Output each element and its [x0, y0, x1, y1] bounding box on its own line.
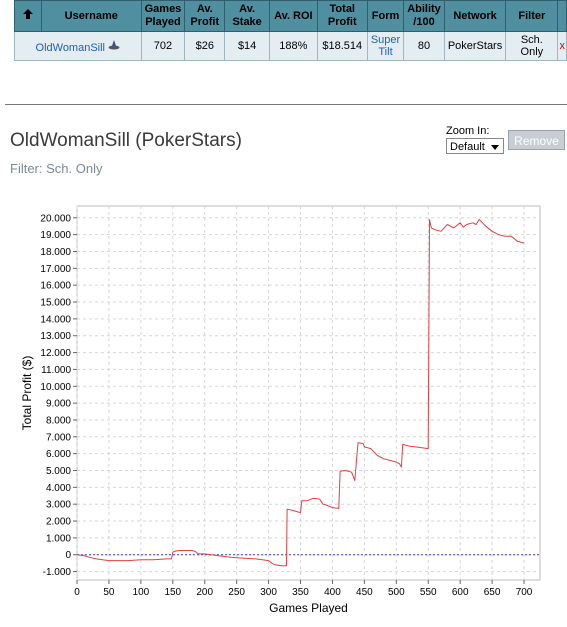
header-form[interactable]: Form — [366, 0, 405, 32]
cell-games-played: 702 — [140, 31, 186, 61]
x-tick-label: 650 — [484, 587, 501, 598]
table-row: OldWomanSill 702 $26 $14 188% $18.514 Su… — [14, 31, 567, 61]
x-tick-label: 0 — [74, 587, 80, 598]
x-tick-label: 150 — [164, 587, 181, 598]
poker-hat-icon — [108, 39, 120, 49]
cell-remove: x — [557, 31, 567, 61]
header-ability[interactable]: Ability /100 — [403, 0, 445, 32]
chevron-down-icon — [491, 145, 499, 150]
y-tick-label: 16.000 — [40, 281, 71, 292]
cell-av-stake: $14 — [224, 31, 271, 61]
header-filter[interactable]: Filter — [505, 0, 559, 32]
y-tick-label: 6.000 — [46, 449, 71, 460]
cell-filter: Sch. Only — [505, 31, 559, 61]
x-tick-label: 200 — [196, 587, 213, 598]
y-tick-label: 20.000 — [40, 213, 71, 224]
x-tick-label: 350 — [292, 587, 309, 598]
y-tick-label: 18.000 — [40, 247, 71, 258]
y-tick-label: 0 — [65, 550, 71, 561]
y-tick-label: 15.000 — [40, 298, 71, 309]
stats-header-row: Username Games Played Av. Profit Av. Sta… — [14, 0, 567, 32]
x-tick-label: 700 — [516, 587, 533, 598]
header-av-profit[interactable]: Av. Profit — [184, 0, 226, 32]
zoom-label: Zoom In: — [446, 125, 490, 137]
zoom-select-value: Default — [450, 141, 485, 153]
cell-av-profit: $26 — [184, 31, 226, 61]
y-tick-label: 12.000 — [40, 348, 71, 359]
remove-row-icon[interactable]: x — [559, 40, 565, 52]
y-axis-label: Total Profit ($) — [20, 356, 34, 431]
x-tick-label: 500 — [388, 587, 405, 598]
y-tick-label: 2.000 — [46, 517, 71, 528]
plot-area — [76, 205, 541, 581]
x-tick-label: 550 — [420, 587, 437, 598]
section-divider — [5, 104, 567, 105]
y-tick-label: 8.000 — [46, 415, 71, 426]
x-tick-label: 300 — [260, 587, 277, 598]
y-tick-label: 10.000 — [40, 382, 71, 393]
stats-table: Username Games Played Av. Profit Av. Sta… — [14, 0, 567, 61]
username-link[interactable]: OldWomanSill — [35, 41, 106, 54]
y-tick-label: 4.000 — [46, 483, 71, 494]
profit-chart: 0 50 100 150 200 250 300 350 400 450 500 550 600 650 7… — [20, 205, 541, 615]
y-tick-label: 9.000 — [46, 399, 71, 410]
cell-network: PokerStars — [443, 31, 507, 61]
zoom-select[interactable]: Default — [446, 138, 504, 154]
x-tick-label: 250 — [228, 587, 245, 598]
y-tick-label: 3.000 — [46, 500, 71, 511]
up-arrow-icon — [22, 9, 33, 19]
x-tick-label: 50 — [103, 587, 115, 598]
y-tick-label: 5.000 — [46, 466, 71, 477]
y-tick-label: 13.000 — [40, 331, 71, 342]
y-tick-label: -1.000 — [43, 567, 72, 578]
filter-label: Filter: Sch. Only — [10, 161, 103, 176]
header-games-played[interactable]: Games Played — [140, 0, 186, 32]
y-tick-label: 11.000 — [41, 365, 71, 376]
cell-total-profit: $18.514 — [316, 31, 368, 61]
header-username[interactable]: Username — [40, 0, 142, 32]
x-tick-label: 100 — [133, 587, 150, 598]
header-remove — [557, 0, 567, 32]
cell-ability: 80 — [403, 31, 445, 61]
profit-series-line — [76, 219, 525, 567]
y-tick-label: 7.000 — [46, 432, 71, 443]
x-tick-label: 450 — [356, 587, 373, 598]
header-network[interactable]: Network — [443, 0, 507, 32]
x-tick-label: 600 — [452, 587, 469, 598]
y-tick-label: 1.000 — [46, 533, 71, 544]
header-total-profit[interactable]: Total Profit — [316, 0, 368, 32]
cell-username: OldWomanSill — [14, 31, 142, 61]
cell-form: Super Tilt — [366, 31, 405, 61]
x-axis-label: Games Played — [269, 601, 348, 615]
sort-column-header[interactable] — [14, 0, 42, 32]
y-tick-label: 14.000 — [40, 314, 71, 325]
y-tick-label: 17.000 — [40, 264, 71, 275]
form-link[interactable]: Super Tilt — [370, 34, 401, 58]
header-av-roi[interactable]: Av. ROI — [269, 0, 318, 32]
page-title: OldWomanSill (PokerStars) — [10, 130, 242, 151]
y-tick-label: 19.000 — [40, 230, 71, 241]
cell-av-roi: 188% — [269, 31, 318, 61]
remove-button[interactable]: Remove — [508, 130, 565, 150]
x-tick-label: 400 — [324, 587, 341, 598]
header-av-stake[interactable]: Av. Stake — [224, 0, 271, 32]
